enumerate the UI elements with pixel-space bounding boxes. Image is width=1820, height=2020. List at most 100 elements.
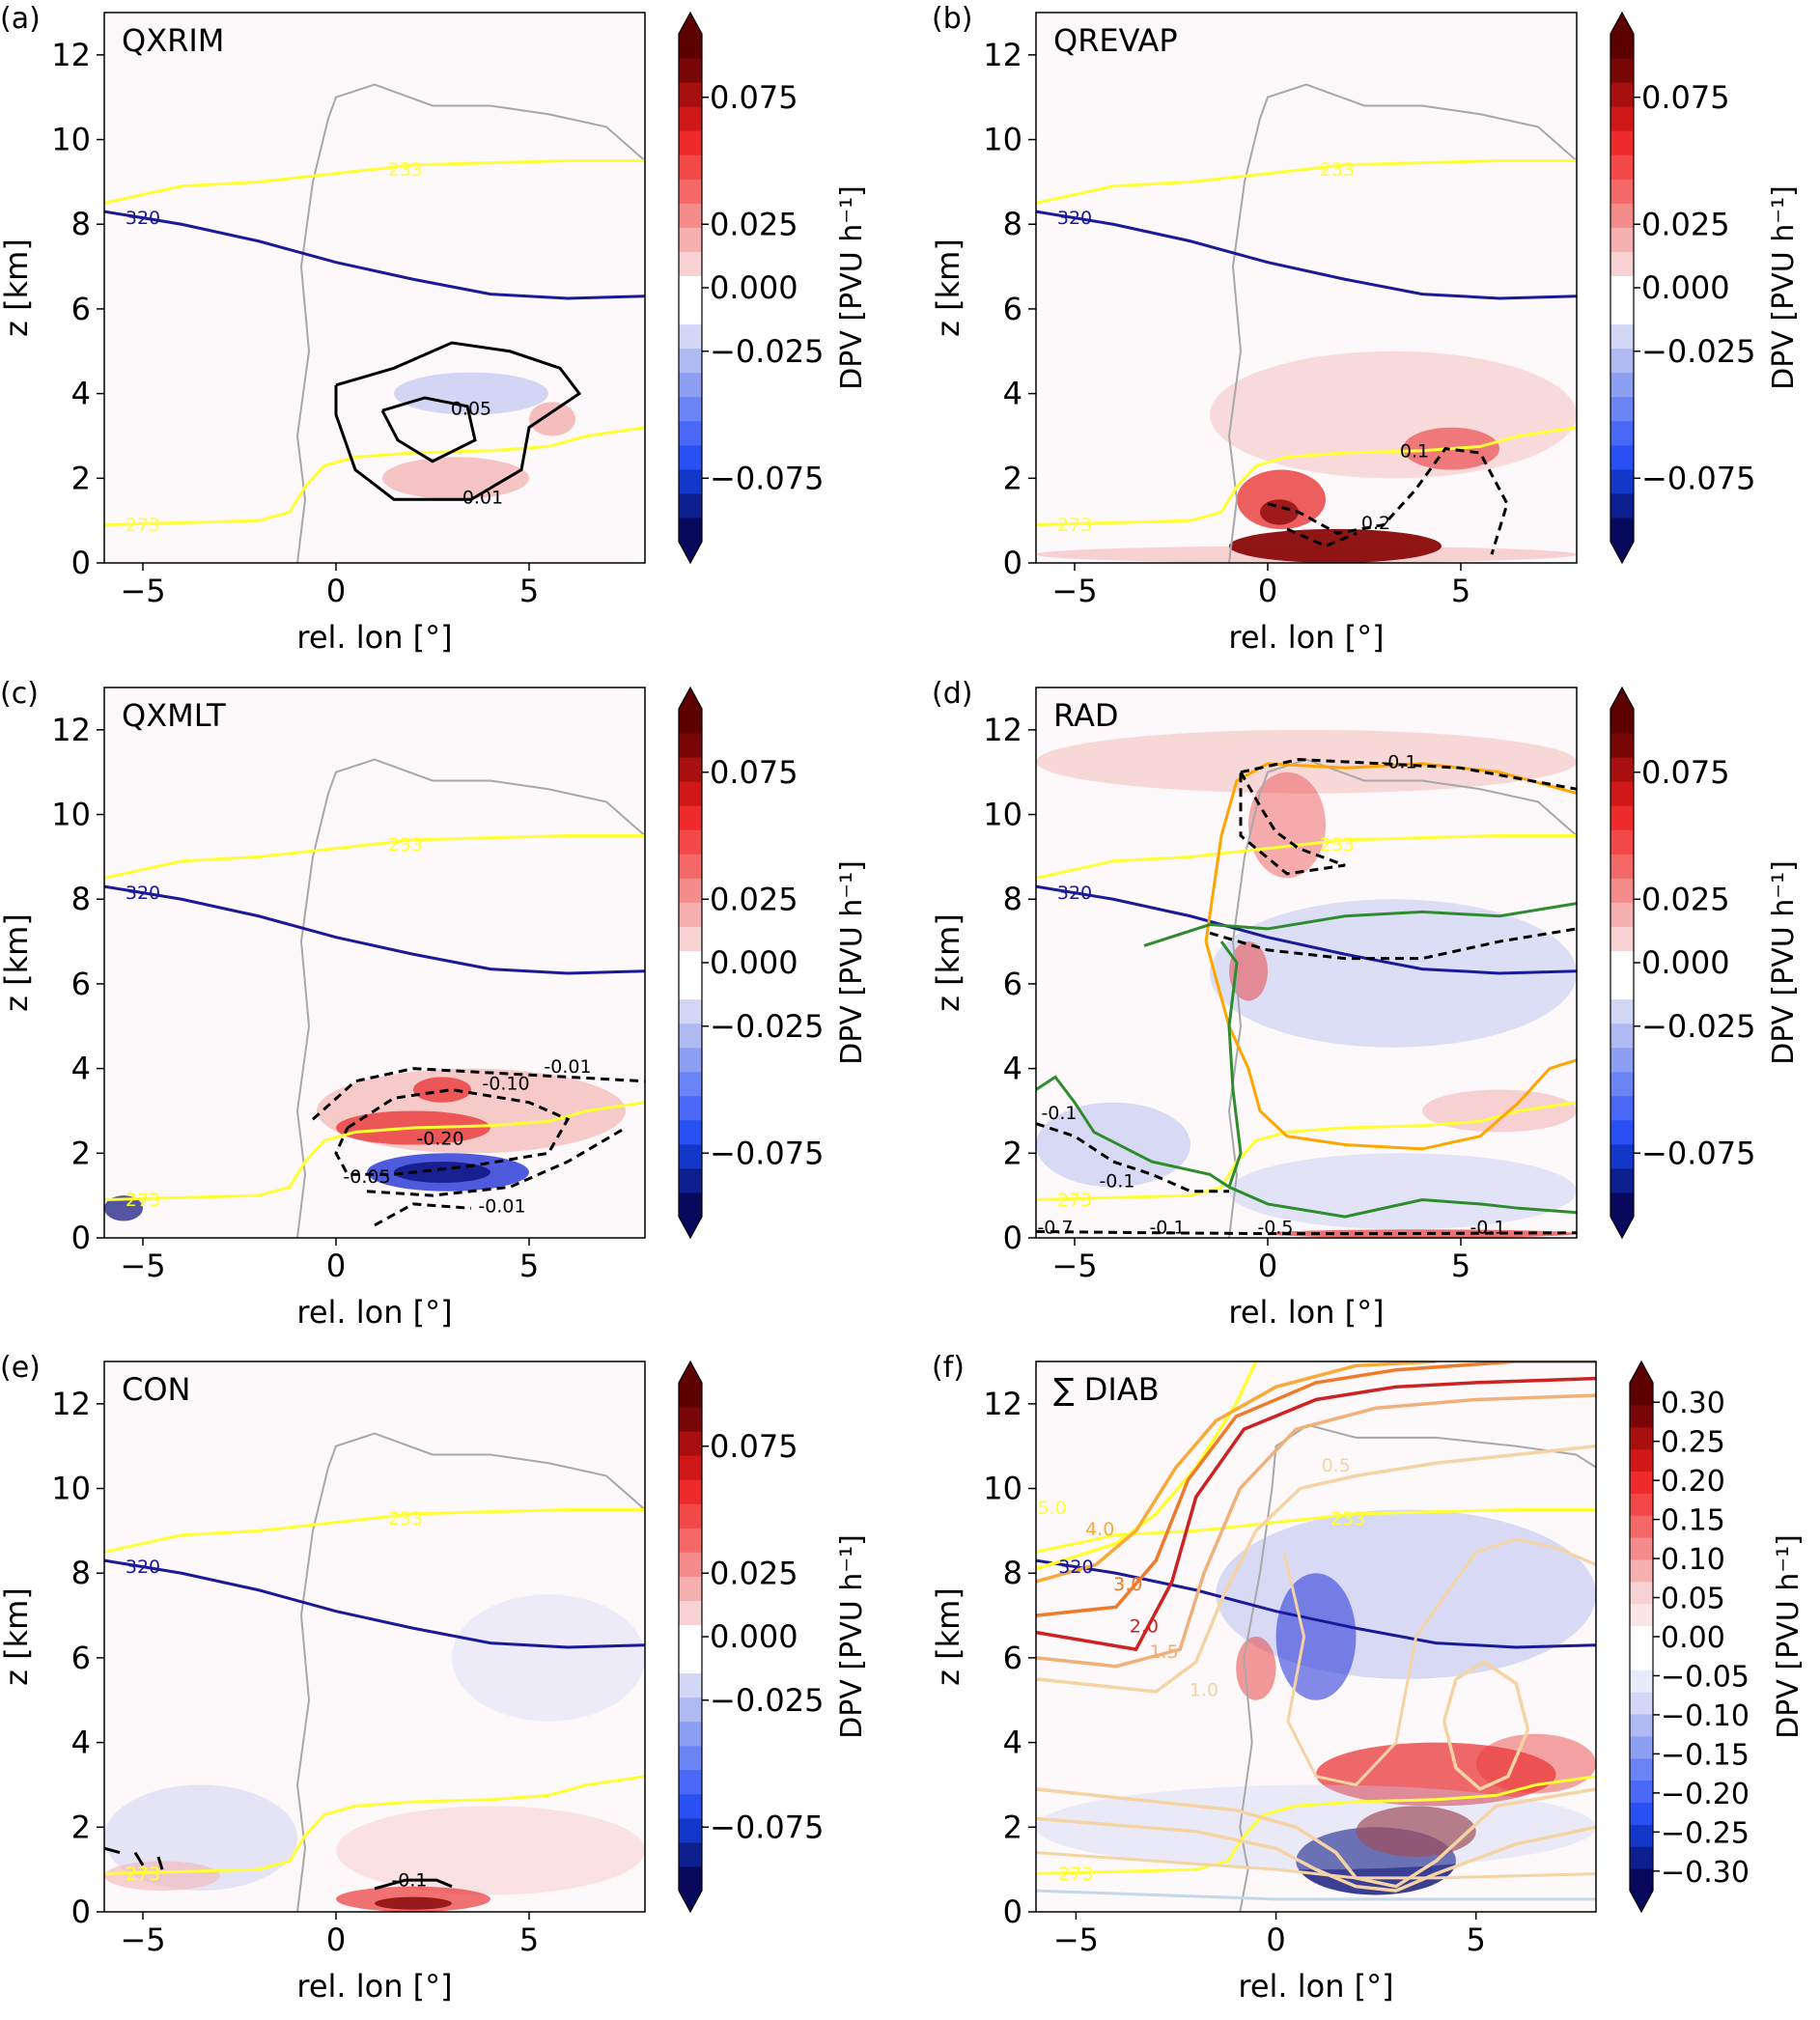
colorbar-swatch: [1630, 1802, 1653, 1825]
colorbar-swatch: [1630, 1471, 1653, 1494]
colorbar-swatch: [679, 1407, 702, 1432]
colorbar-swatch: [1630, 1448, 1653, 1472]
dpv-field: [382, 457, 529, 500]
plot-area: [104, 13, 645, 563]
contour-orange: [1204, 762, 1577, 942]
colorbar-swatch: [1610, 517, 1634, 543]
x-axis-label: rel. lon [°]: [1238, 1968, 1393, 2005]
dpv-field: [452, 1594, 645, 1722]
contour-label: -0.1: [1099, 1170, 1134, 1192]
y-tick-label: 4: [71, 376, 91, 412]
y-tick-label: 2: [1003, 1809, 1022, 1845]
colorbar-tick-label: −0.10: [1661, 1699, 1750, 1733]
y-tick-label: 0: [71, 545, 91, 581]
contour-neg: [1286, 527, 1358, 548]
y-tick-label: 0: [1003, 1894, 1022, 1930]
y-tick-label: 4: [71, 1725, 91, 1761]
contour-label: -0.20: [416, 1129, 463, 1150]
colorbar: 0.075 0.025 0.000 −0.025 −0.075 DPV [PVU h⁻¹]: [1610, 11, 1801, 565]
x-tick-label: 0: [326, 1922, 346, 1958]
contour-diab-low: [1036, 1816, 1596, 1893]
colorbar-swatch: [679, 154, 702, 180]
plot-area: [1036, 13, 1577, 563]
colorbar-tick-label: −0.075: [710, 1809, 824, 1845]
x-axis-label: rel. lon [°]: [296, 1294, 452, 1331]
contour-neg: [374, 1202, 472, 1227]
contour-green: [1228, 1186, 1577, 1219]
colorbar-swatch: [679, 781, 702, 806]
colorbar-tick-label: 0.025: [1641, 881, 1730, 917]
isotherm-273: [1036, 1101, 1577, 1202]
colorbar-swatch: [1610, 1192, 1634, 1218]
colorbar-swatch: [1630, 1868, 1653, 1892]
x-tick-label: 0: [326, 573, 346, 609]
isotherm-233: [1036, 833, 1577, 880]
contour-green: [1143, 902, 1577, 947]
contour-neg: [156, 1856, 164, 1870]
colorbar-swatch: [679, 1167, 702, 1193]
colorbar-tick-label: 0.075: [1641, 79, 1730, 116]
dpv-field: [529, 402, 575, 436]
isotherm-273-label: 273: [126, 1864, 160, 1885]
y-tick-label: 6: [71, 291, 91, 327]
colorbar-outline: [1610, 686, 1635, 1240]
colorbar-swatch: [1630, 1581, 1653, 1605]
colorbar-tick-label: 0.075: [710, 1428, 798, 1465]
colorbar-swatch: [679, 1721, 702, 1747]
dpv-field: [104, 1195, 143, 1221]
colorbar-tick-label: 0.025: [710, 881, 798, 917]
panel-title: QREVAP: [1053, 22, 1178, 59]
colorbar-swatch: [1630, 1824, 1653, 1847]
y-axis-label: z [km]: [930, 913, 966, 1012]
colorbar-swatch: [679, 974, 702, 1000]
colorbar-swatch: [679, 1769, 702, 1795]
dpv-field: [1356, 1806, 1476, 1857]
colorbar-swatch: [1610, 154, 1634, 180]
colorbar-swatch: [1610, 709, 1634, 734]
panel-title: QXRIM: [122, 22, 224, 59]
colorbar-swatch: [679, 805, 702, 830]
colorbar-outline: [678, 1360, 703, 1914]
x-tick-label: 5: [1451, 1248, 1470, 1284]
colorbar-swatch: [679, 1817, 702, 1843]
y-tick-label: 0: [1003, 545, 1022, 581]
colorbar-tick-label: 0.25: [1661, 1426, 1725, 1460]
dpv-field: [1229, 1153, 1577, 1230]
colorbar-swatch: [1610, 1095, 1634, 1121]
colorbar-swatch: [679, 1672, 702, 1698]
colorbar-tick-label: 0.30: [1661, 1387, 1725, 1420]
plot-frame: [103, 687, 646, 1239]
x-axis-label: rel. lon [°]: [1228, 619, 1384, 656]
colorbar-swatch: [1610, 733, 1634, 758]
colorbar-tick-label: −0.075: [1641, 460, 1755, 496]
colorbar-extend-max: [679, 13, 702, 34]
y-axis-label: z [km]: [0, 238, 35, 337]
colorbar-swatch: [679, 130, 702, 155]
plot-frame: [1035, 12, 1578, 564]
x-tick-label: −5: [120, 1248, 165, 1284]
y-tick-label: 2: [71, 1135, 91, 1171]
contour-label: -0.05: [343, 1166, 390, 1188]
plot-content: 5.0 4.0 3.0 2.0 1.5 1.0 0.5 233 273 320: [1036, 1361, 1596, 1912]
isentrope-320: [1036, 210, 1577, 300]
gray-outline-contour: [1227, 83, 1577, 563]
colorbar-swatch: [679, 1528, 702, 1553]
x-axis-label: rel. lon [°]: [1228, 1294, 1384, 1331]
x-tick-label: −5: [120, 573, 165, 609]
colorbar-extend-max: [1610, 687, 1634, 709]
y-tick-label: 2: [1003, 460, 1022, 496]
isentrope-320: [104, 210, 645, 300]
colorbar-swatch: [1610, 854, 1634, 879]
colorbar-tick-label: 0.05: [1661, 1583, 1725, 1616]
contour-neg: [1036, 1229, 1577, 1236]
colorbar-swatch: [1630, 1846, 1653, 1869]
isotherm-273-label: 273: [126, 1190, 160, 1211]
colorbar-swatch: [679, 733, 702, 758]
colorbar-swatch: [679, 299, 702, 325]
colorbar-swatch: [1610, 82, 1634, 107]
y-tick-label: 4: [1003, 1725, 1022, 1761]
panel-label: (b): [932, 2, 972, 36]
colorbar-swatch: [679, 757, 702, 782]
panel-label: (c): [0, 677, 39, 711]
